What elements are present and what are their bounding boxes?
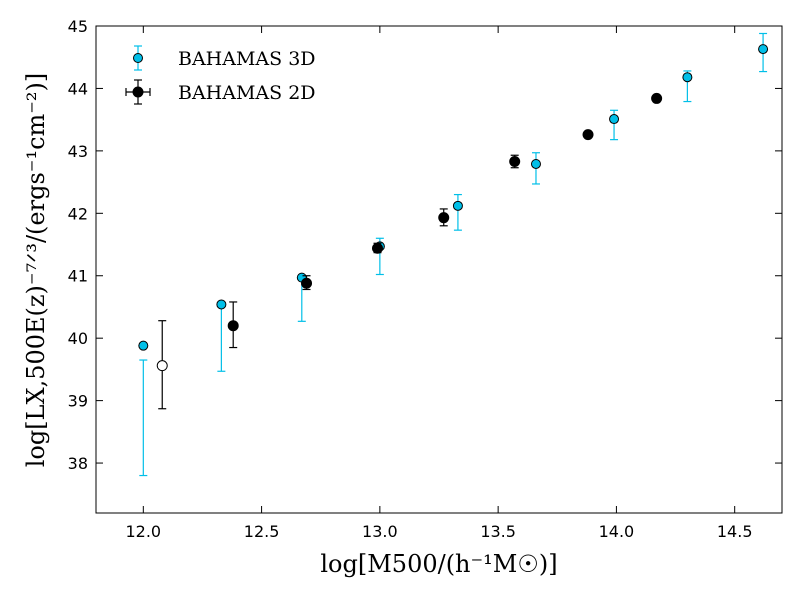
legend-marker-3d [133, 53, 143, 63]
x-axis-label: log[M500/(h⁻¹M☉)] [320, 550, 557, 578]
x-tick-label-3: 13.5 [480, 522, 516, 541]
y-tick-label-5: 43 [68, 142, 88, 161]
x-tick-label-0: 12.0 [125, 522, 161, 541]
x-tick-label-1: 12.5 [244, 522, 280, 541]
point-s0-8 [758, 44, 769, 55]
y-tick-label-6: 44 [68, 79, 88, 98]
y-tick-label-1: 39 [68, 392, 88, 411]
axis-ticks: 12.0 12.5 13.0 13.5 14.0 14.5 38 39 40 41 42 43 44 45 [68, 17, 782, 541]
x-tick-label-5: 14.5 [717, 522, 753, 541]
point-s1-4 [438, 212, 450, 224]
x-tick-label-2: 13.0 [362, 522, 398, 541]
point-s0-7 [682, 72, 693, 83]
point-s1-0 [156, 360, 168, 372]
axes-frame [95, 25, 783, 514]
y-tick-label-4: 42 [68, 204, 88, 223]
legend: BAHAMAS 3D BAHAMAS 2D [125, 45, 316, 105]
x-tick-label-4: 14.0 [599, 522, 635, 541]
y-tick-label-2: 40 [68, 329, 88, 348]
y-tick-label-3: 41 [68, 267, 88, 286]
legend-marker-2d [132, 86, 144, 98]
point-s1-7 [651, 92, 663, 104]
plot-area [138, 32, 769, 477]
point-s1-6 [582, 129, 594, 141]
legend-item-3d: BAHAMAS 3D [133, 45, 316, 71]
legend-label-2d: BAHAMAS 2D [178, 82, 316, 104]
point-s1-3 [371, 242, 383, 254]
y-tick-label-0: 38 [68, 454, 88, 473]
y-tick-label-7: 45 [68, 17, 88, 36]
series-1 [156, 92, 663, 410]
point-s1-1 [227, 320, 239, 332]
point-s0-1 [216, 299, 227, 310]
point-s1-5 [509, 155, 521, 167]
point-s0-6 [609, 114, 620, 125]
point-s0-5 [530, 158, 541, 169]
legend-item-2d: BAHAMAS 2D [125, 79, 316, 105]
y-axis-label: log[LX,500E(z)⁻⁷ᐟ³/(ergs⁻¹cm⁻²)] [22, 73, 50, 468]
point-s0-0 [138, 340, 149, 351]
point-s0-4 [452, 200, 463, 211]
point-s1-2 [301, 277, 313, 289]
legend-label-3d: BAHAMAS 3D [178, 48, 316, 70]
